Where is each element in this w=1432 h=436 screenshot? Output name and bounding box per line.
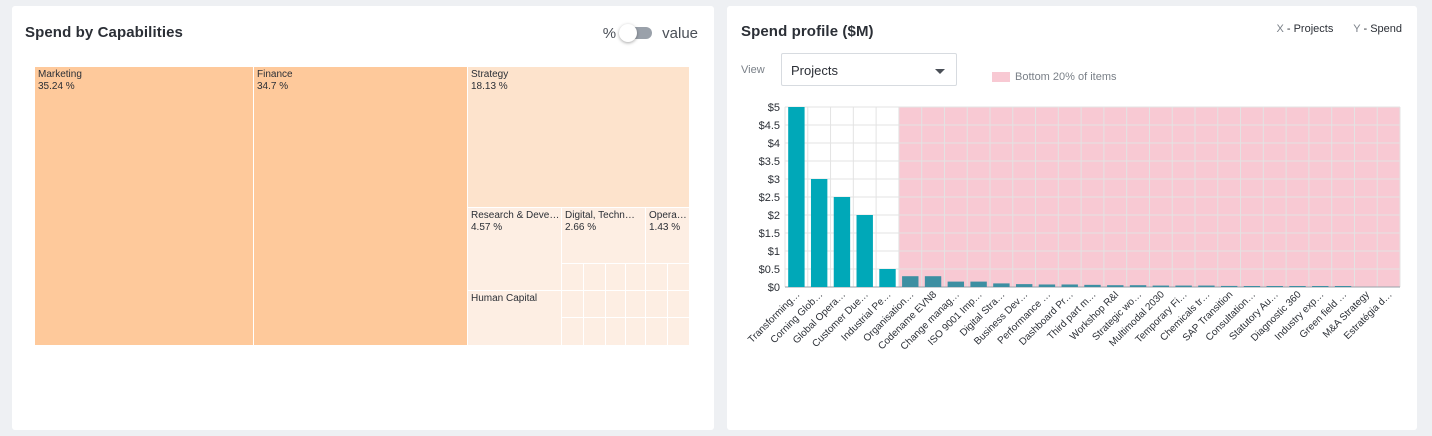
bar [993, 283, 1010, 287]
treemap-cell-strategy[interactable]: Strategy 18.13 % [468, 67, 690, 208]
y-tick-label: $3.5 [759, 156, 780, 168]
treemap-cell-minor[interactable] [668, 291, 690, 318]
y-axis-value: - Spend [1363, 23, 1402, 35]
bar [879, 269, 896, 287]
treemap-cell-operations[interactable]: Opera… 1.43 % [646, 208, 690, 264]
bar [1334, 286, 1352, 287]
treemap-pct: 18.13 % [471, 81, 508, 92]
bar [947, 281, 965, 287]
treemap-cell-minor[interactable] [668, 318, 690, 346]
y-tick-label: $1.5 [759, 228, 780, 240]
treemap-pct: 34.7 % [257, 81, 289, 92]
treemap-cell-minor[interactable] [646, 291, 668, 318]
bar [970, 281, 987, 287]
bar [856, 215, 873, 287]
treemap-label: Finance [257, 69, 293, 80]
y-tick-label: $0.5 [759, 264, 780, 276]
bar [1038, 284, 1056, 287]
bar [810, 179, 828, 287]
bar [1175, 285, 1192, 287]
bar [1220, 285, 1238, 287]
treemap-pct: 4.57 % [471, 222, 503, 233]
treemap-cell-finance[interactable]: Finance 34.7 % [254, 67, 468, 346]
treemap-label: Research & Deve… [471, 210, 560, 221]
treemap-cell-human-capital[interactable]: Human Capital [468, 291, 562, 346]
toggle-knob[interactable] [619, 24, 638, 42]
treemap-cell-minor[interactable] [606, 264, 626, 291]
view-label: View [741, 64, 765, 76]
spend-by-capabilities-title: Spend by Capabilities [25, 24, 183, 41]
treemap-cell-minor[interactable] [584, 264, 606, 291]
treemap-cell-minor[interactable] [606, 291, 626, 318]
treemap-pct: 2.66 % [565, 222, 597, 233]
chevron-down-icon[interactable] [935, 69, 945, 74]
treemap-cell-minor[interactable] [626, 264, 646, 291]
bottom-band-legend-label: Bottom 20% of items [1015, 71, 1117, 83]
treemap-cell-minor[interactable] [646, 264, 668, 291]
treemap-pct: 1.43 % [649, 222, 681, 233]
bar [1061, 284, 1078, 287]
treemap-cell-marketing[interactable]: Marketing 35.24 % [35, 67, 254, 346]
bar [1198, 285, 1215, 287]
percent-value-toggle[interactable] [619, 24, 653, 42]
y-tick-label: $4 [768, 138, 780, 150]
legend-swatch [992, 72, 1010, 82]
treemap-cell-research-development[interactable]: Research & Deve… 4.57 % [468, 208, 562, 291]
toggle-value-label: value [662, 24, 698, 42]
bar [788, 107, 805, 287]
treemap-cell-minor[interactable] [668, 264, 690, 291]
bar [924, 276, 942, 287]
treemap-cell-digital-technology[interactable]: Digital, Techn… 2.66 % [562, 208, 646, 264]
toggle-percent-label: % [602, 24, 617, 42]
y-tick-label: $2 [768, 210, 780, 222]
treemap-label: Opera… [649, 210, 687, 221]
y-tick-label: $4.5 [759, 120, 780, 132]
treemap-cell-minor[interactable] [584, 318, 606, 346]
bar [1266, 286, 1283, 287]
spend-by-capabilities-card: Spend by Capabilities % value Marketing … [12, 6, 714, 430]
bar [1084, 284, 1101, 287]
axis-legend: X - Projects Y - Spend [1276, 23, 1402, 35]
treemap-pct: 35.24 % [38, 81, 75, 92]
treemap-label: Human Capital [471, 293, 538, 304]
bar [1152, 285, 1170, 287]
percent-value-toggle-group: % value [603, 23, 698, 43]
treemap-cell-minor[interactable] [562, 264, 584, 291]
x-axis-value: - Projects [1286, 23, 1334, 35]
bar [1243, 286, 1261, 287]
y-tick-label: $3 [768, 174, 780, 186]
treemap-label: Strategy [471, 69, 509, 80]
bar [833, 197, 851, 287]
treemap-cell-minor[interactable] [584, 291, 606, 318]
bar [1289, 286, 1306, 287]
spend-profile-bar-chart: $0$0.5$1$1.5$2$2.5$3$3.5$4$4.5$5Transfor… [746, 102, 1401, 353]
treemap-cell-minor[interactable] [606, 318, 626, 346]
y-tick-label: $5 [768, 102, 780, 114]
view-select[interactable]: Projects [781, 53, 957, 86]
capabilities-treemap: Marketing 35.24 % Finance 34.7 % Strateg… [35, 67, 690, 346]
spend-profile-card: Spend profile ($M) X - Projects Y - Spen… [727, 6, 1417, 430]
x-axis-key: X [1276, 23, 1284, 35]
treemap-cell-minor[interactable] [646, 318, 668, 346]
bar [1015, 284, 1033, 287]
treemap-cell-minor[interactable] [626, 318, 646, 346]
y-tick-label: $0 [768, 282, 780, 294]
treemap-label: Digital, Techn… [565, 210, 635, 221]
y-tick-label: $1 [768, 246, 780, 258]
y-axis-key: Y [1353, 23, 1361, 35]
bar [1129, 285, 1147, 287]
treemap-cell-minor[interactable] [562, 318, 584, 346]
treemap-cell-minor[interactable] [562, 291, 584, 318]
y-tick-label: $2.5 [759, 192, 780, 204]
spend-profile-title: Spend profile ($M) [741, 23, 874, 40]
bar [1312, 286, 1329, 287]
treemap-label: Marketing [38, 69, 82, 80]
treemap-cell-minor[interactable] [626, 291, 646, 318]
view-select-value: Projects [791, 63, 838, 78]
bar [1107, 285, 1124, 287]
bottom-band-legend: Bottom 20% of items [992, 71, 1117, 83]
bar [902, 276, 919, 287]
